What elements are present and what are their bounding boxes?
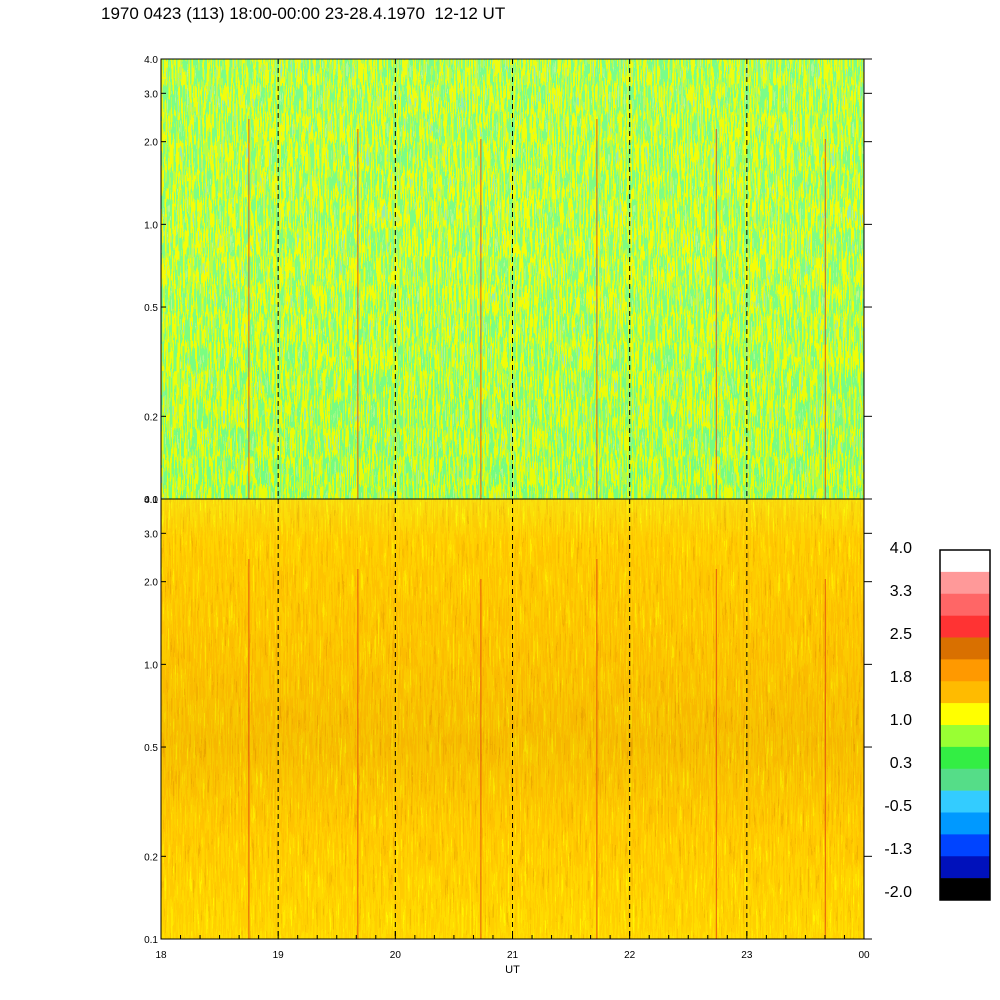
y-tick-label: 4.0	[144, 55, 158, 66]
y-tick-label: 2.0	[144, 138, 158, 149]
colorbar-swatch	[940, 681, 990, 704]
colorbar-swatch	[940, 746, 990, 770]
y-tick-label: 3.0	[144, 529, 158, 540]
y-tick-label: 4.0	[144, 495, 158, 506]
x-axis-label: UT	[505, 964, 520, 976]
colorbar-label: 4.0	[890, 540, 912, 557]
colorbar-swatch	[940, 615, 990, 638]
x-tick-label: 00	[858, 950, 870, 961]
colorbar-swatch	[940, 790, 990, 813]
x-tick-label: 20	[390, 950, 402, 961]
colorbar-swatch	[940, 834, 990, 857]
colorbar-swatch	[940, 550, 990, 573]
y-tick-label: 0.2	[144, 412, 158, 423]
colorbar-label: -2.0	[884, 884, 912, 901]
x-tick-label: 23	[741, 950, 753, 961]
x-tick-label: 18	[155, 950, 167, 961]
colorbar-swatch	[940, 725, 990, 748]
colorbar-swatch	[940, 571, 990, 595]
y-tick-label: 1.0	[144, 220, 158, 231]
colorbar-swatch	[940, 878, 990, 901]
x-tick-label: 22	[624, 950, 636, 961]
chart-title: 1970 0423 (113) 18:00-00:00 23-28.4.1970…	[101, 4, 506, 23]
colorbar-label: 0.3	[890, 755, 912, 772]
colorbar-label: -0.5	[884, 798, 912, 815]
colorbar-swatch	[940, 703, 990, 726]
colorbar-label: -1.3	[884, 841, 912, 858]
colorbar-label: 3.3	[890, 583, 912, 600]
colorbar-swatch	[940, 637, 990, 660]
y-tick-label: 3.0	[144, 89, 158, 100]
colorbar-swatch	[940, 659, 990, 682]
colorbar-swatch	[940, 593, 990, 616]
y-tick-label: 2.0	[144, 578, 158, 589]
colorbar-label: 2.5	[890, 626, 912, 643]
colorbar-swatch	[940, 856, 990, 879]
y-tick-label: 0.5	[144, 743, 158, 754]
y-tick-label: 0.5	[144, 303, 158, 314]
colorbar-label: 1.0	[890, 712, 912, 729]
x-tick-label: 21	[507, 950, 519, 961]
y-tick-label: 0.2	[144, 852, 158, 863]
x-tick-label: 19	[273, 950, 285, 961]
colorbar-swatch	[940, 768, 990, 791]
colorbar-label: 1.8	[890, 669, 912, 686]
colorbar-frame	[939, 549, 991, 901]
y-tick-label: 0.1	[144, 495, 158, 506]
colorbar-swatch	[940, 812, 990, 835]
y-tick-label: 0.1	[144, 935, 158, 946]
y-tick-label: 1.0	[144, 660, 158, 671]
